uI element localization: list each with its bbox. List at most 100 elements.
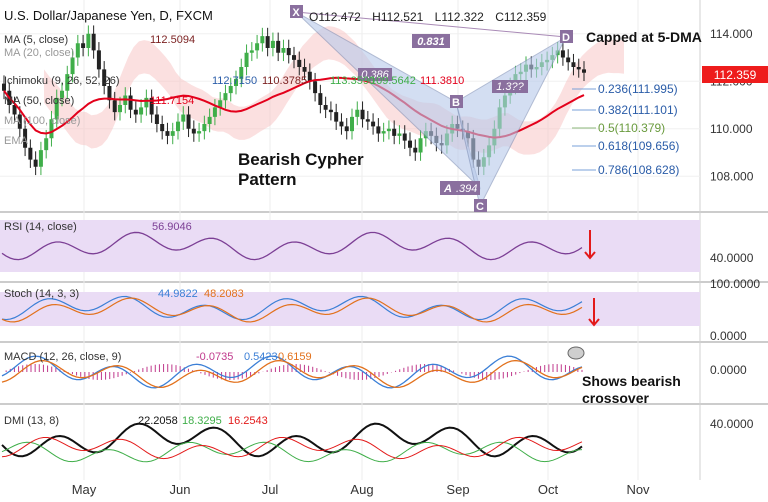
- dmi-tick: 40.0000: [710, 417, 754, 431]
- macd-line: [1, 355, 583, 389]
- candle-body-64: [339, 121, 344, 127]
- ohlc-readout: O112.472 H112.521 L112.322 C112.359: [309, 10, 554, 24]
- pattern-xd-line: [295, 11, 567, 38]
- candle-body-49: [260, 36, 265, 44]
- candle-body-107: [566, 57, 571, 63]
- month-label-1: Jun: [170, 482, 191, 497]
- candle-body-26: [139, 107, 144, 115]
- candle-body-30: [160, 124, 165, 132]
- rsi-line: [1, 231, 583, 261]
- candle-body-53: [281, 48, 286, 53]
- stoch-label: Stoch (14, 3, 3): [4, 288, 79, 300]
- macd-tick: 0.0000: [710, 363, 747, 377]
- candle-body-3: [17, 114, 22, 129]
- candle-body-70: [371, 121, 376, 127]
- candle-body-24: [128, 95, 133, 110]
- signal-line: [1, 359, 583, 389]
- candle-body-12: [65, 74, 70, 91]
- candle-body-56: [297, 59, 302, 67]
- ma50-label: MA (50, close): [4, 95, 74, 107]
- pattern-point-b: B: [452, 97, 460, 109]
- candle-body-75: [397, 133, 402, 136]
- candle-body-38: [202, 124, 207, 132]
- candle-body-9: [49, 119, 54, 139]
- candle-body-25: [133, 109, 138, 115]
- candle-body-33: [176, 121, 180, 132]
- candle-body-6: [33, 159, 38, 167]
- ma50-value: 111.7154: [150, 95, 194, 107]
- low-value: L112.322: [434, 10, 484, 24]
- di-minus-line: [1, 436, 583, 460]
- stoch-tick-top: 100.0000: [710, 277, 760, 291]
- candle-body-2: [12, 105, 17, 115]
- candle-body-106: [560, 50, 565, 58]
- stoch-tick-bottom: 0.0000: [710, 329, 747, 343]
- adx-value: 22.2058: [138, 415, 178, 427]
- bc-ratio: 1.3??: [496, 81, 524, 93]
- di-plus-value: 18.3295: [182, 415, 222, 427]
- candle-body-27: [144, 97, 149, 108]
- candle-body-60: [318, 93, 323, 105]
- candle-body-40: [212, 107, 217, 117]
- a-ratio-box: [440, 181, 480, 195]
- candle-body-46: [244, 52, 249, 67]
- pattern-point-a: A: [443, 183, 452, 195]
- candle-body-74: [392, 128, 397, 136]
- dmi-label: DMI (13, 8): [4, 415, 59, 427]
- candle-body-42: [223, 93, 228, 101]
- stoch-k-line: [1, 295, 583, 321]
- candle-body-76: [402, 133, 407, 141]
- candle-body-59: [313, 81, 318, 94]
- ichimoku-value-0: 112.7150: [212, 75, 257, 87]
- candle-body-68: [360, 109, 365, 120]
- month-label-0: May: [72, 482, 97, 497]
- candle-body-78: [413, 147, 418, 153]
- pattern-point-d: D: [562, 32, 570, 44]
- macd-value: 0.5423: [244, 351, 278, 363]
- candle-body-79: [418, 138, 423, 153]
- macd-hist-value: -0.0735: [196, 351, 233, 363]
- month-label-5: Oct: [538, 482, 559, 497]
- bc-ratio-box: [492, 80, 528, 93]
- candle-body-51: [270, 40, 275, 48]
- candle-body-37: [197, 131, 202, 134]
- candle-body-8: [44, 138, 49, 151]
- last-price-pill: [702, 66, 768, 83]
- pattern-point-c: C: [476, 201, 484, 213]
- stoch-k-value: 44.9822: [158, 288, 198, 300]
- candle-body-35: [186, 114, 191, 129]
- candle-body-110: [582, 69, 586, 73]
- candle-body-19: [102, 69, 107, 86]
- candle-body-44: [234, 78, 238, 86]
- candle-body-63: [334, 112, 339, 122]
- xd-ratio: 0.831: [417, 36, 445, 48]
- candle-body-16: [86, 33, 91, 48]
- candle-body-4: [23, 128, 28, 148]
- candle-body-31: [165, 131, 170, 136]
- candle-body-21: [112, 100, 117, 113]
- candle-body-47: [249, 50, 254, 53]
- signal-value: 0.6159: [278, 351, 312, 363]
- candle-body-65: [344, 126, 349, 132]
- pattern-name-line2: Pattern: [238, 170, 297, 189]
- candle-body-61: [323, 105, 328, 110]
- pattern-point-box-0: [290, 5, 303, 18]
- xd-ratio-box: [412, 34, 450, 48]
- candle-body-62: [328, 109, 333, 113]
- crossover-annotation-line2: crossover: [582, 390, 649, 406]
- candle-body-29: [154, 114, 159, 124]
- candle-body-71: [376, 126, 381, 134]
- a-ratio: .394: [456, 183, 477, 195]
- ichimoku-value-2: 113.3590: [330, 75, 375, 87]
- fib-level-3: 0.618(109.656): [598, 139, 679, 153]
- ichimoku-label: Ichimoku (9, 26, 52, 26): [4, 75, 120, 87]
- candle-body-72: [381, 131, 386, 134]
- candle-body-57: [302, 67, 307, 72]
- candle-body-13: [70, 57, 75, 75]
- di-minus-value: 16.2543: [228, 415, 268, 427]
- crossover-marker: [567, 346, 585, 360]
- candle-body-109: [576, 67, 581, 70]
- candle-body-14: [75, 43, 80, 58]
- candle-body-5: [28, 147, 33, 160]
